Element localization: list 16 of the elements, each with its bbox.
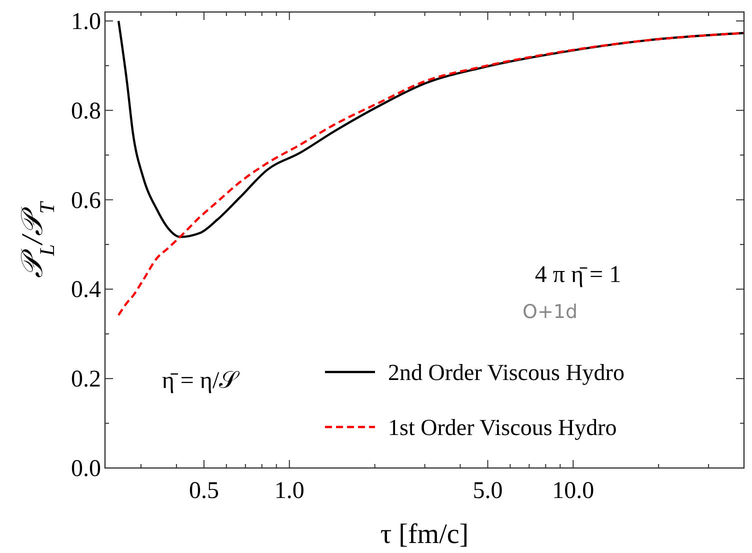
legend-label: 2nd Order Viscous Hydro [388, 360, 624, 385]
x-tick-label: 1.0 [274, 478, 304, 504]
annotation: O+1d [522, 301, 578, 323]
legend-label: 1st Order Viscous Hydro [388, 415, 617, 440]
x-tick-label: 0.5 [188, 478, 219, 504]
x-tick-label: 5.0 [472, 478, 503, 504]
y-tick-label: 0.6 [71, 188, 101, 214]
y-tick-label: 0.8 [71, 98, 101, 124]
y-tick-label: 1.0 [71, 8, 101, 35]
annotation: 4 π η̄ = 1 [534, 262, 622, 288]
x-tick-label: 10.0 [552, 478, 594, 504]
y-tick-label: 0.0 [71, 456, 101, 482]
y-tick-label: 0.4 [71, 277, 101, 304]
annotation: η̄ = η/𝒮 [162, 368, 240, 394]
x-axis-title: τ [fm/c] [380, 519, 469, 550]
y-tick-label: 0.2 [71, 366, 101, 393]
